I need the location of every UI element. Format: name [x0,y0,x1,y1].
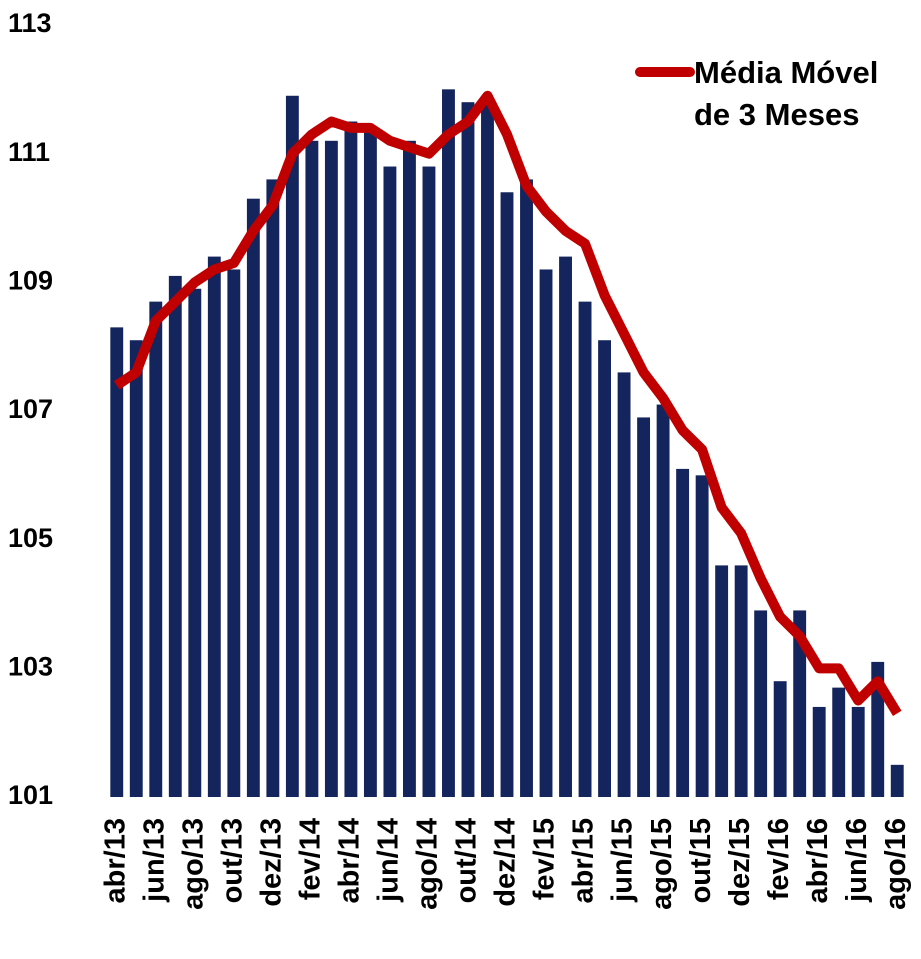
bar [207,256,221,798]
bar [793,610,807,797]
bar [383,166,397,798]
bar [715,565,729,797]
x-tick-label: fev/15 [529,818,561,900]
x-tick-label: out/13 [216,818,248,903]
x-tick-label: abr/15 [568,818,600,903]
y-tick-label: 105 [8,523,53,553]
x-tick-label: dez/14 [490,818,522,907]
moving-average-line [114,90,902,716]
y-tick-label: 111 [8,137,50,167]
x-tick-label: jun/16 [841,818,873,903]
bar [695,475,709,797]
bar [285,95,299,798]
x-tick-label: out/14 [451,818,483,903]
y-tick-label: 107 [8,394,53,424]
bar [539,269,553,797]
bar [188,288,202,797]
bar [246,198,260,797]
bar [520,179,533,797]
bar [754,610,768,797]
bar [500,192,514,797]
bar [363,127,377,797]
bar [656,404,670,797]
bar [598,340,611,797]
x-tick-label: fev/14 [295,818,327,900]
bar [266,179,280,797]
bar [461,102,475,797]
bar [617,372,631,797]
x-tick-label: out/15 [685,818,717,903]
bar [305,140,319,798]
x-tick-label: abr/14 [334,818,366,903]
y-tick-label: 103 [8,651,53,681]
bar [832,687,846,797]
y-tick-label: 113 [8,8,52,38]
x-tick-label: dez/15 [724,818,756,907]
x-tick-label: jun/14 [373,818,405,903]
bar [110,327,124,797]
bar [324,140,338,798]
bar [812,706,826,797]
x-tick-label: ago/14 [412,818,444,910]
x-tick-label: ago/16 [880,818,912,910]
bar [890,764,904,797]
bar [442,89,455,798]
bar [481,102,494,797]
bar [773,681,787,797]
y-tick-label: 101 [8,780,53,810]
y-tick-label: 109 [8,265,53,295]
x-tick-label: jun/15 [607,818,639,903]
x-tick-label: jun/13 [138,818,170,903]
x-tick-label: abr/16 [802,818,834,903]
bar [344,121,358,797]
bar [403,140,416,798]
x-tick-label: ago/15 [646,818,678,910]
bar [637,417,651,797]
x-tick-label: ago/13 [177,818,209,910]
bar [851,706,865,797]
x-tick-label: abr/13 [99,818,131,903]
bar [559,256,572,798]
bar [129,340,143,797]
bar [227,269,241,797]
x-tick-label: dez/13 [256,818,288,907]
legend-label: Média Móvel de 3 Meses [694,55,879,132]
bar [676,468,690,797]
bar [168,275,182,797]
bar [734,565,748,797]
x-tick-label: fev/16 [763,818,795,900]
bar [578,301,592,797]
bar [422,166,436,798]
bar [149,301,163,797]
